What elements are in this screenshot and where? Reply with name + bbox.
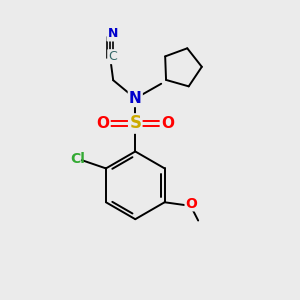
Text: S: S [129,115,141,133]
Text: O: O [185,197,197,211]
Text: N: N [107,28,118,40]
Text: O: O [161,116,174,131]
Text: Cl: Cl [70,152,85,166]
Text: O: O [96,116,110,131]
Text: N: N [129,91,142,106]
Text: C: C [108,50,117,63]
